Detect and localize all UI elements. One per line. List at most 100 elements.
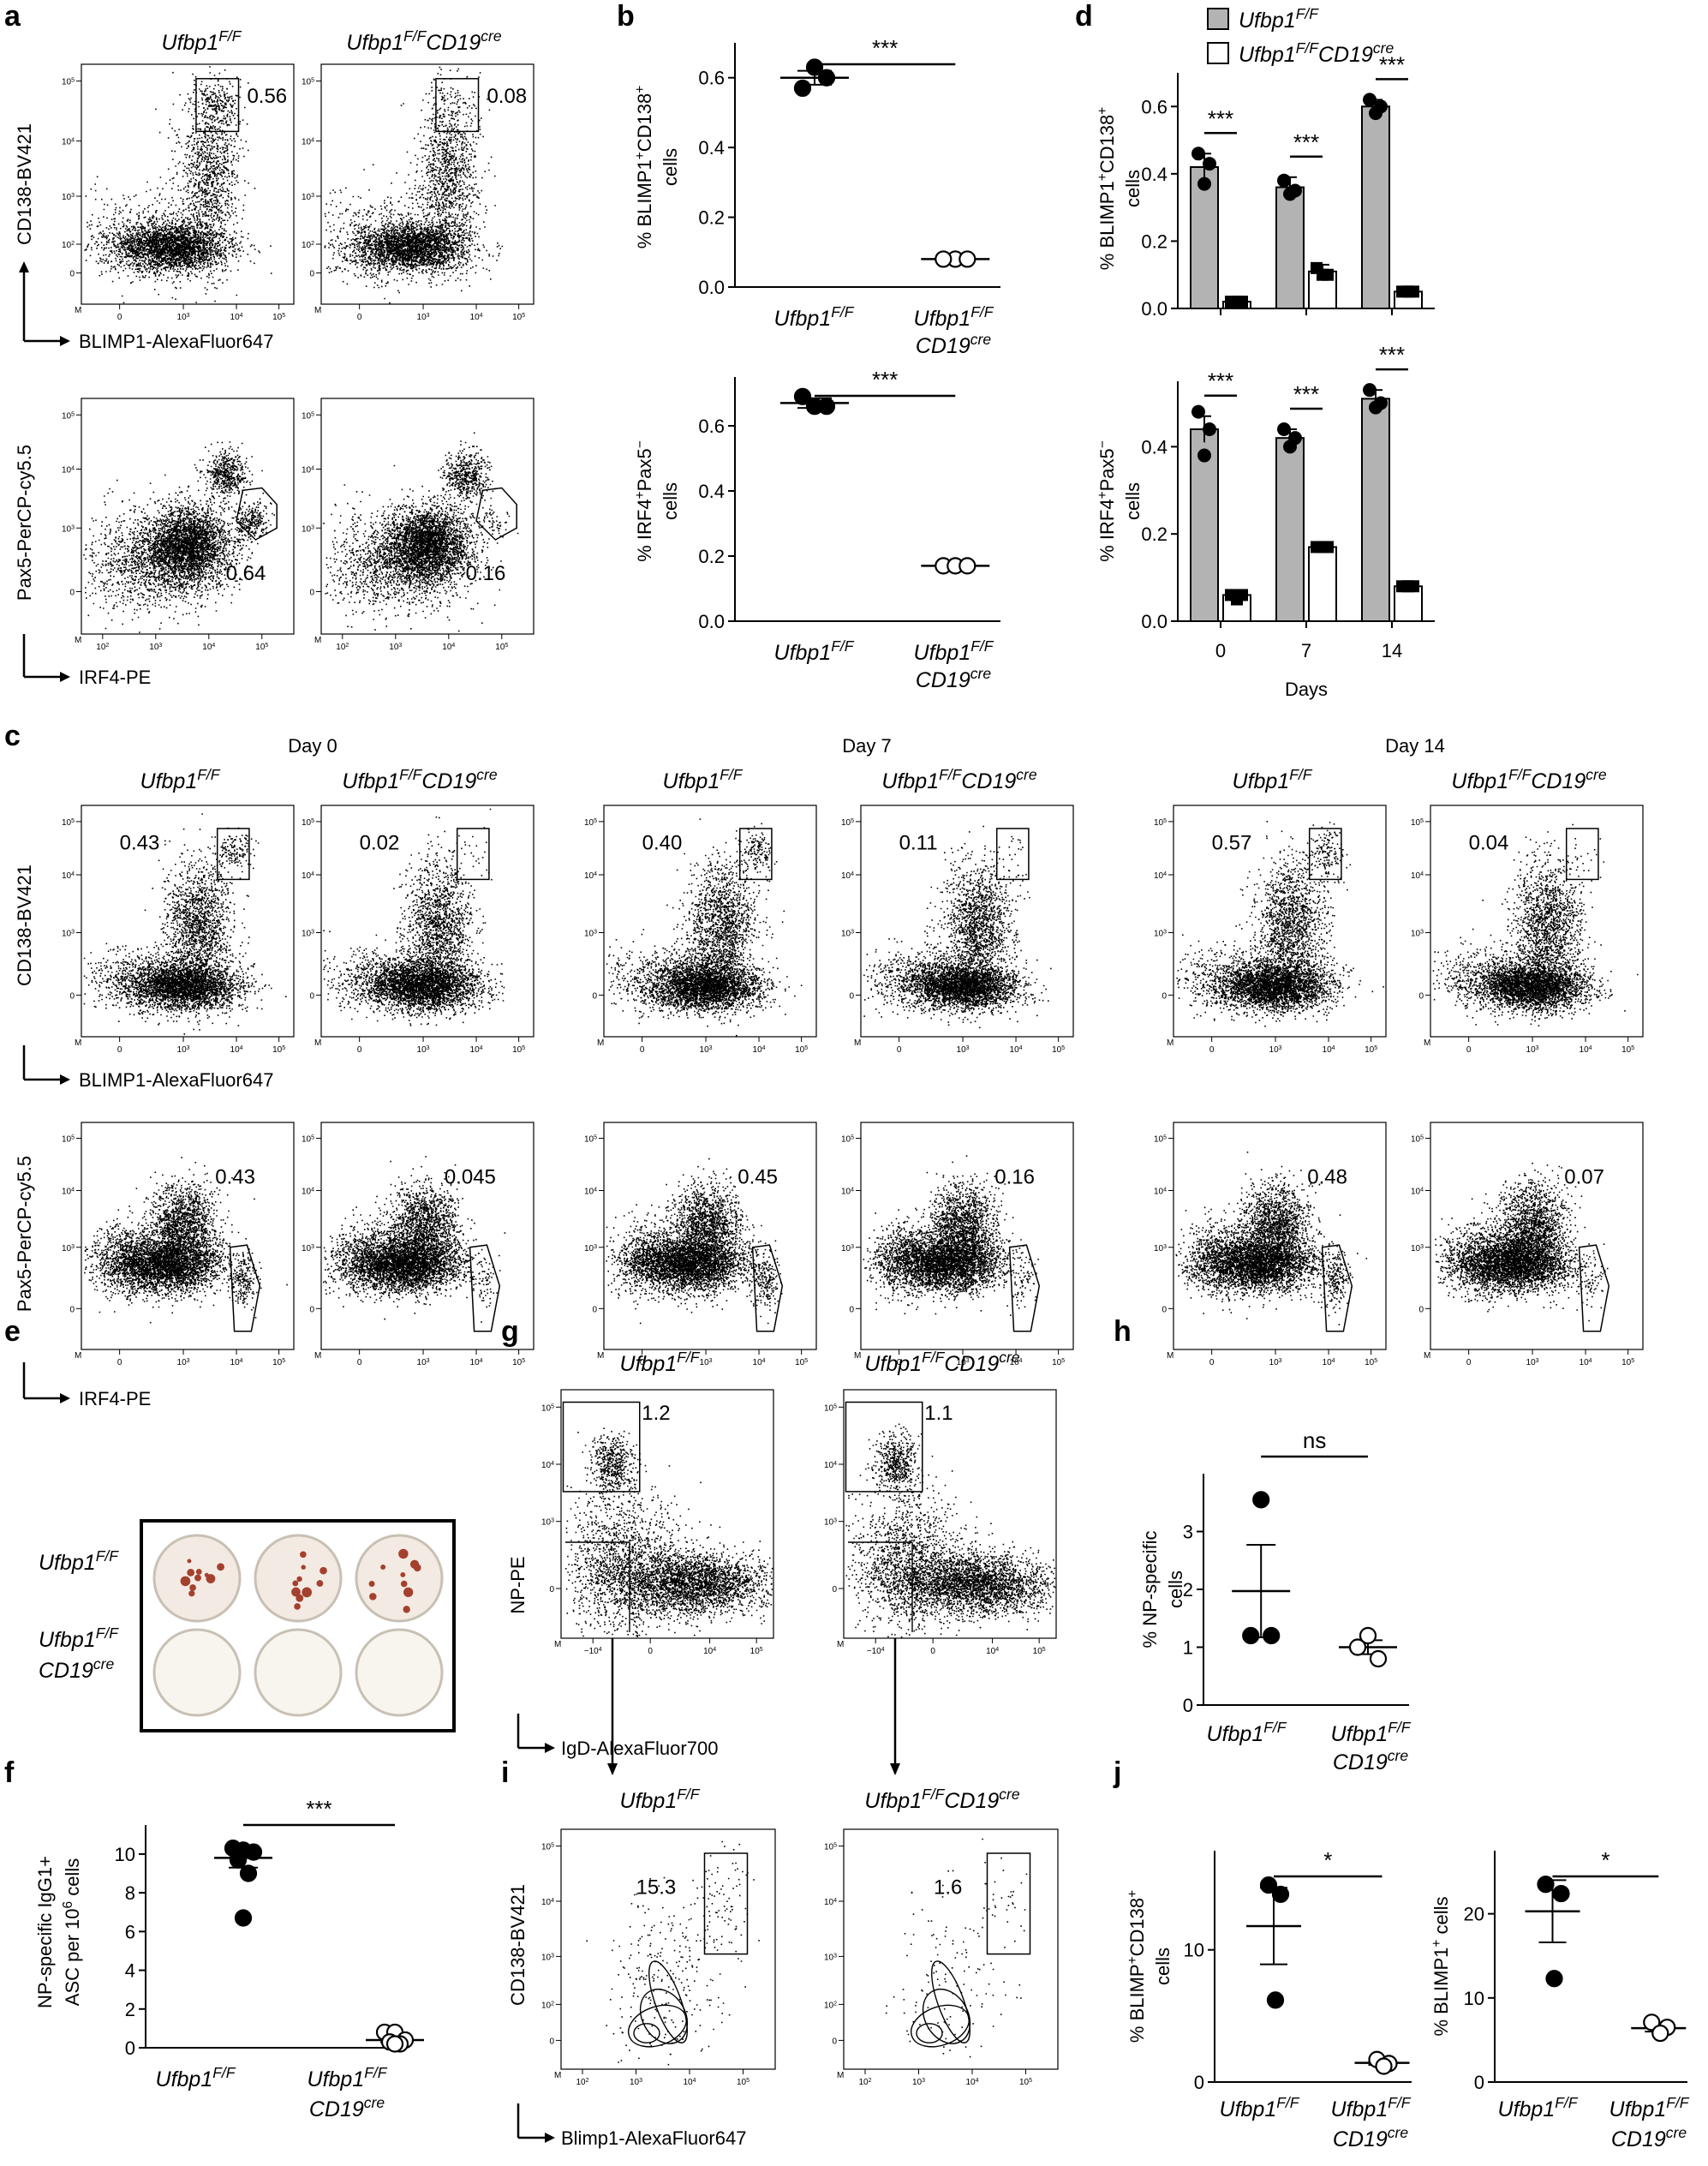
panel-c-title-part: Ufbp1 <box>342 769 399 793</box>
data-point-filled <box>239 1864 258 1882</box>
y-tick-label: 0.2 <box>1141 230 1168 252</box>
y-tick-label: 0.6 <box>1141 96 1168 117</box>
data-point-open <box>959 250 976 268</box>
x-tick-label-part: 3 <box>1279 1045 1282 1051</box>
flow-events <box>323 432 519 632</box>
elispot-spot <box>187 1559 192 1564</box>
significance-label: * <box>1601 1847 1609 1873</box>
panel-d-bottom-ylabel-part: Pax5 <box>1096 448 1118 491</box>
panel-a-title-ctrl: Ufbp1F/F <box>162 27 242 55</box>
panel-b-bottom-xlabel-ctrl: Ufbp1F/F <box>774 637 855 665</box>
y-tick-label-part: 4 <box>1420 1187 1424 1193</box>
panel-c-title-part: F/F <box>720 766 744 783</box>
panel-h-xlabel-cko-part: Ufbp1 <box>1331 1722 1388 1746</box>
x-tick-label: 104 <box>230 1358 243 1368</box>
x-tick-label: 104 <box>703 1647 716 1657</box>
panel-b-top-xlabel-ctrl: Ufbp1F/F <box>774 303 855 331</box>
x-tick-label-part: 10 <box>1010 1358 1020 1367</box>
y-tick-label: 105 <box>302 1134 314 1145</box>
y-tick-label-part: 10 <box>302 1135 312 1145</box>
x-tick-label: 104 <box>965 2078 978 2088</box>
panel-c-title-part: F/F <box>1508 766 1532 783</box>
elispot-well <box>254 1628 343 1717</box>
flow-plot-frame <box>320 805 534 1038</box>
y-tick-label: 0 <box>849 991 854 1001</box>
x-tick-label: 103 <box>1526 1045 1539 1056</box>
y-tick-label-part: 10 <box>302 871 312 881</box>
panel-c-xlabel-irf4: IRF4-PE <box>79 1388 151 1409</box>
y-tick-label-part: 4 <box>311 1187 314 1193</box>
y-tick-label: 0 <box>1474 2072 1484 2093</box>
y-tick-label: 103 <box>824 1953 837 1963</box>
y-tick-label: 0 <box>549 2037 554 2046</box>
elispot-well <box>152 1628 242 1717</box>
x-tick-label-part: 10 <box>1365 1358 1375 1367</box>
y-tick-label-part: 3 <box>594 929 597 935</box>
y-tick-label: 10 <box>1464 1988 1484 2009</box>
x-tick-label: 103 <box>1526 1358 1539 1368</box>
x-tick-label: 105 <box>750 1647 763 1657</box>
x-tick-label: 104 <box>230 313 243 323</box>
panel-b-top-ylabel-2: cells <box>660 148 681 186</box>
x-tick-label-part: 0 <box>648 1647 653 1656</box>
gate-value: 0.40 <box>642 831 683 854</box>
y-tick-label: 0 <box>309 1305 314 1314</box>
elispot-spot <box>189 1584 196 1591</box>
y-tick-label-part: 4 <box>833 1898 837 1904</box>
y-tick-label: 103 <box>1154 929 1167 939</box>
data-point-filled <box>1197 448 1211 463</box>
panel-e-label-cko-part: F/F <box>96 1624 120 1642</box>
flow-plot-frame <box>560 1389 774 1639</box>
y-tick-label-part: 3 <box>71 929 75 935</box>
panel-d-bottom-ylabel-part: − <box>1096 440 1110 448</box>
x-tick-label-part: 10 <box>1365 1045 1375 1055</box>
significance-label: *** <box>1379 51 1405 77</box>
x-tick-label: 103 <box>630 2078 642 2088</box>
x-tick-label-part: 10 <box>753 1045 763 1055</box>
y-tick-label-part: 3 <box>311 929 314 935</box>
x-tick-label: 104 <box>683 2078 696 2088</box>
y-tick-label: 105 <box>302 77 314 87</box>
panel-i-title-part: F/F <box>922 1786 946 1803</box>
y-tick-label-part: 4 <box>71 1187 75 1193</box>
gate-value: 0.43 <box>120 831 160 854</box>
y-tick-label-part: 10 <box>541 2001 552 2010</box>
x-tick-label-part: 4 <box>240 313 243 319</box>
x-tick-label: 0 <box>897 1045 902 1055</box>
data-point-filled <box>793 387 812 405</box>
axis-origin-m: M <box>314 306 321 315</box>
panel-h-xlabel-ctrl-part: F/F <box>1263 1719 1287 1736</box>
panel-j-right-ylabel: % BLIMP1+ cells <box>1430 1896 1453 2036</box>
panel-f-xlabel-ctrl: Ufbp1F/F <box>156 2064 236 2091</box>
y-tick-label-part: 4 <box>1420 871 1424 877</box>
panel-b-bottom-xlabel-cko2-part: CD19 <box>916 668 970 692</box>
y-tick-label-part: 3 <box>851 929 854 935</box>
x-tick-label-part: 4 <box>480 1358 483 1364</box>
x-tick-label: 105 <box>1621 1045 1634 1056</box>
elispot-spot <box>413 1564 421 1572</box>
panel-c-title-part: CD19 <box>961 769 1016 793</box>
y-tick-label: 102 <box>541 2001 554 2011</box>
data-point-square <box>1402 285 1414 298</box>
y-tick-label-part: 10 <box>62 78 72 87</box>
y-tick-label-part: 5 <box>1420 1134 1424 1140</box>
x-tick-label: 105 <box>512 1358 525 1368</box>
significance-label: *** <box>1293 129 1319 155</box>
y-tick-label-part: 10 <box>541 1518 552 1528</box>
y-tick-label-part: 2 <box>833 2001 837 2007</box>
panel-c-title-part: Ufbp1 <box>663 769 720 793</box>
x-tick-label-part: 10 <box>630 2078 640 2087</box>
x-tick-label-part: 3 <box>1279 1358 1282 1364</box>
flow-event-dots <box>606 818 803 1037</box>
panel-d-bottom-ylabel-2: cells <box>1122 482 1144 520</box>
x-tick-label: 0 <box>930 1647 935 1656</box>
x-tick-label-part: 5 <box>282 313 285 319</box>
bar-cko <box>1308 546 1337 622</box>
x-tick-label-part: 10 <box>512 313 523 322</box>
y-tick-label-part: 5 <box>551 1842 554 1848</box>
x-tick-label-part: 4 <box>762 1045 766 1051</box>
y-tick-label-part: 10 <box>1154 818 1164 828</box>
legend-label-cko-part: cre <box>1373 39 1394 57</box>
y-tick-label: 105 <box>1154 1134 1167 1145</box>
